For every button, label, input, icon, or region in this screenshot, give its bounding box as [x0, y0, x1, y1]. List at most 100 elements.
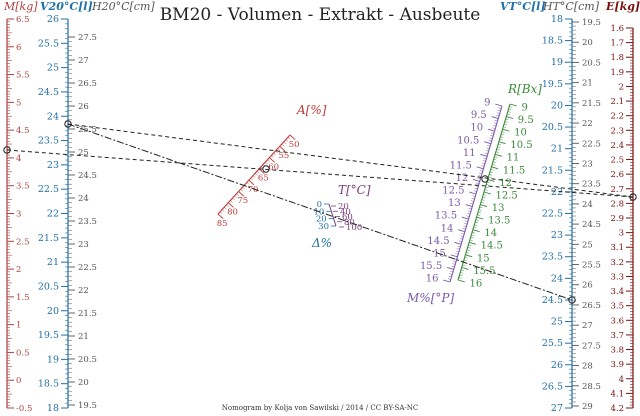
axis-mp-tick	[487, 128, 495, 132]
axis-vt-tick-label: 18	[551, 14, 563, 25]
axis-mp-minor-tick	[490, 135, 494, 137]
axis-r-minor-tick	[500, 136, 504, 138]
axis-mp-tick-label: 9	[484, 98, 490, 109]
axis-a-tick-label: 85	[217, 219, 228, 229]
axis-a-tick-label: 70	[248, 185, 259, 195]
axis-h20-tick-label: 24.5	[78, 171, 97, 181]
axis-h20-tick-label: 25.5	[78, 125, 97, 135]
axis-v20-tick-label: 23.5	[38, 136, 59, 147]
axis-vt-tick-label: 26.5	[542, 381, 563, 392]
axis-v20-tick-label: 20	[47, 306, 59, 317]
axis-r-tick	[469, 241, 476, 245]
axis-mp-tick-label: 14.5	[427, 236, 449, 247]
axis-h20-title: H20°C[cm]	[91, 0, 155, 13]
axis-mp-minor-tick	[451, 265, 455, 268]
axis-r-tick	[509, 103, 517, 107]
axis-r-minor-tick	[478, 209, 482, 211]
isopleth-line-1	[67, 123, 634, 198]
axis-r-tick-label: 10	[514, 128, 527, 139]
axis-mp-minor-tick	[467, 210, 471, 212]
axis-r-brix: 99.51010.51111.51212.51313.51414.51515.5…	[420, 98, 534, 290]
axis-r-tick	[472, 229, 480, 233]
axis-mp-minor-tick	[463, 225, 467, 227]
axis-t-spine	[328, 203, 337, 227]
axis-t-right-label: 40	[340, 207, 351, 217]
axis-mp-tick-label: 11	[463, 148, 476, 159]
axis-mp-tick	[472, 179, 480, 182]
axis-r-minor-tick	[501, 133, 505, 136]
axis-r-minor-tick	[475, 219, 479, 221]
axis-a-minor-tick	[234, 195, 237, 199]
axis-mp-minor-tick	[474, 187, 478, 190]
axis-ht-tick-label: 25	[582, 240, 593, 250]
axis-v20-tick-label: 19	[47, 354, 59, 365]
marker-m	[3, 146, 11, 154]
axis-a-minor-tick	[273, 152, 276, 156]
axis-a-minor-tick	[252, 175, 256, 178]
axis-m-title: M[kg]	[3, 0, 38, 13]
axis-ht-tick-label: 20	[582, 38, 593, 48]
axis-mp-tick-label: 10	[470, 123, 483, 134]
axis-mp-minor-tick	[452, 260, 457, 263]
axis-h20-tick-label: 26	[78, 102, 89, 112]
axis-ht-tick-label: 23.5	[582, 180, 601, 190]
axis-r-minor-tick	[458, 277, 462, 279]
axis-mp-minor-tick	[484, 152, 488, 155]
axis-a-minor-tick	[219, 211, 223, 214]
axis-e-tick-label: 2	[619, 82, 624, 92]
axis-e-tick-label: 2.2	[610, 112, 624, 122]
axis-mp-minor-tick	[462, 228, 466, 230]
axis-mp-minor-tick	[473, 190, 477, 192]
axis-h20-tick-label: 23	[78, 240, 89, 250]
axis-r-minor-tick	[471, 234, 475, 236]
marker-vt	[568, 296, 576, 304]
axis-vt-tick-label: 18.5	[542, 36, 563, 47]
axis-r-tick	[506, 116, 514, 119]
axis-a-tick-label: 80	[227, 207, 238, 217]
axis-r-minor-tick	[495, 151, 499, 153]
axis-r-tick	[457, 279, 465, 283]
axis-r-minor-tick	[482, 196, 486, 199]
axis-e-tick-label: 1.7	[610, 39, 624, 49]
axis-mp-minor-tick	[467, 213, 471, 215]
axis-a-tick	[258, 168, 265, 174]
axis-r-tick-label: 12	[499, 178, 512, 189]
axis-v20-tick-label: 21.5	[38, 233, 59, 244]
axis-m-tick-label: 0	[16, 376, 21, 386]
axis-e-tick-label: 3.5	[610, 302, 624, 312]
axis-e-tick-label: 1.6	[610, 24, 624, 34]
axis-mp-minor-tick	[497, 109, 501, 112]
axis-a-minor-tick	[230, 200, 233, 203]
axis-h20-tick-label: 26.5	[78, 79, 97, 89]
axis-a-tick	[289, 134, 296, 141]
axis-a-minor-tick	[232, 198, 235, 201]
axis-e-tick-label: 3.3	[610, 272, 624, 282]
axis-a-tick-label: 75	[237, 196, 248, 206]
axis-mp-tick-label: 10.5	[457, 135, 479, 146]
axis-e-tick-label: 1.8	[610, 53, 624, 63]
axis-r-tick	[483, 191, 491, 195]
axis-r-minor-tick	[503, 123, 508, 126]
axis-mp-tick	[450, 254, 458, 258]
axis-e-tick-label: 4.2	[610, 404, 624, 414]
axis-h20-tick-label: 23.5	[78, 217, 97, 227]
axis-mp-minor-tick	[464, 220, 468, 222]
axis-r-tick-label: 9	[522, 102, 528, 113]
axis-r-minor-tick	[469, 239, 473, 241]
axis-r-tick-label: 14	[484, 228, 497, 239]
axis-r-tick-label: 11.5	[503, 165, 525, 176]
axis-a-minor-tick	[224, 207, 227, 210]
axis-mp-minor-tick	[449, 273, 453, 275]
axis-mp-minor-tick	[477, 177, 481, 180]
axis-e-tick-label: 2.6	[610, 170, 624, 180]
axis-r-minor-tick	[489, 171, 493, 173]
axis-r-minor-tick	[480, 201, 484, 204]
axis-ht-tick-label: 22	[582, 119, 593, 129]
axis-vt: 18 18.5 19 19.5 20 20.5 21 21.5 22 22.5 23 23.5 24 24…	[542, 14, 601, 414]
axis-ht-tick-label: 25.5	[582, 261, 601, 271]
axis-m-tick-label: 6.5	[16, 15, 30, 25]
axis-a-minor-tick	[236, 193, 239, 196]
axis-e-tick-label: 3	[619, 229, 624, 239]
axis-e-tick-label: 2.3	[610, 126, 624, 136]
axis-e-tick-label: 3.8	[610, 346, 624, 356]
